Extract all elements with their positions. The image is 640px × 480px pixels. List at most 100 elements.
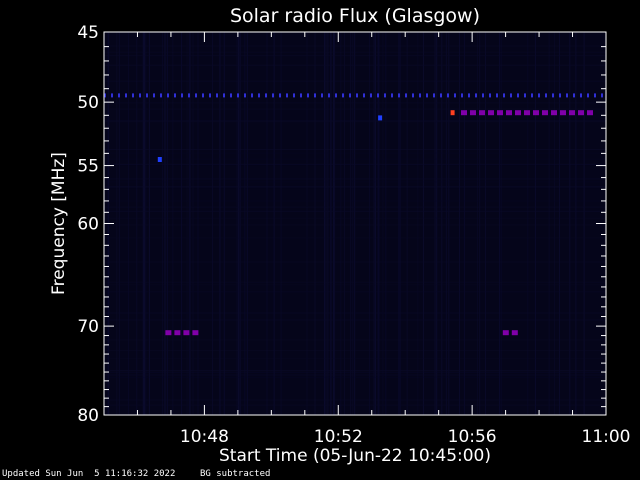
noise-stripe — [378, 32, 380, 415]
band-mark — [244, 93, 246, 98]
noise-stripe — [417, 32, 419, 415]
band-mark — [470, 110, 476, 116]
noise-stripe — [237, 32, 239, 415]
band-mark — [272, 93, 274, 98]
noise-stripe — [197, 32, 199, 415]
noise-stripe — [188, 32, 190, 415]
noise-stripe — [104, 158, 606, 160]
y-tick-label: 50 — [77, 93, 99, 113]
noise-stripe — [104, 370, 606, 371]
band-mark — [454, 93, 456, 98]
noise-stripe — [104, 80, 606, 82]
band-mark — [146, 93, 148, 98]
band-mark — [251, 93, 253, 98]
x-axis-label: Start Time (05-Jun-22 10:45:00) — [219, 446, 491, 466]
band-mark — [398, 93, 400, 98]
noise-stripe — [583, 32, 585, 415]
noise-stripe — [548, 32, 550, 415]
band-mark — [181, 93, 183, 98]
noise-stripe — [104, 350, 606, 351]
footer-updated: Updated Sun Jun 5 11:16:32 2022 — [2, 469, 176, 479]
noise-stripe — [192, 32, 194, 415]
noise-stripe — [104, 237, 606, 239]
noise-stripe — [326, 32, 328, 415]
band-mark — [545, 93, 547, 98]
band-mark — [482, 93, 484, 98]
spot-mark — [157, 157, 162, 162]
y-tick-label: 60 — [77, 215, 99, 235]
band-mark — [265, 93, 267, 98]
noise-stripe — [186, 32, 188, 415]
noise-stripe — [324, 32, 326, 415]
noise-stripe — [575, 32, 577, 415]
band-mark — [552, 93, 554, 98]
band-mark — [349, 93, 351, 98]
band-mark — [237, 93, 239, 98]
noise-stripe — [104, 312, 606, 314]
band-mark — [578, 110, 584, 116]
noise-stripe — [314, 32, 316, 415]
noise-stripe — [116, 32, 118, 415]
band-mark — [125, 93, 127, 98]
band-mark — [587, 110, 593, 116]
noise-stripe — [104, 376, 606, 378]
band-mark — [342, 93, 344, 98]
band-mark — [461, 93, 463, 98]
band-mark — [321, 93, 323, 98]
noise-stripe — [441, 32, 443, 415]
noise-stripe — [569, 32, 571, 415]
noise-stripe — [448, 32, 450, 415]
noise-stripe — [189, 32, 191, 415]
noise-stripe — [422, 32, 424, 415]
band-mark — [524, 93, 526, 98]
noise-stripe — [353, 32, 355, 415]
band-mark — [188, 93, 190, 98]
spot-mark — [450, 110, 455, 116]
band-mark — [314, 93, 316, 98]
noise-stripe — [104, 371, 606, 373]
noise-stripe — [553, 32, 555, 415]
noise-stripe — [246, 32, 248, 415]
band-mark — [370, 93, 372, 98]
noise-stripe — [104, 120, 606, 122]
x-tick-label: 10:56 — [448, 427, 497, 447]
band-mark — [202, 93, 204, 98]
band-mark — [461, 110, 467, 116]
noise-stripe — [104, 51, 606, 53]
band-mark — [230, 93, 232, 98]
noise-stripe — [104, 217, 606, 219]
noise-stripe — [148, 32, 150, 415]
noise-stripe — [324, 32, 326, 415]
noise-stripe — [104, 64, 606, 66]
tick-layer: 10:48 10:52 10:56 11:00 45 50 55 60 70 80 — [77, 23, 630, 447]
noise-stripe — [527, 32, 529, 415]
noise-stripe — [104, 181, 606, 183]
band-mark — [300, 93, 302, 98]
noise-stripe — [166, 32, 168, 415]
noise-stripe — [223, 32, 225, 415]
band-mark — [384, 93, 386, 98]
band-mark — [560, 110, 566, 116]
band-mark — [183, 330, 190, 336]
x-tick-label: 11:00 — [582, 427, 631, 447]
noise-stripe — [144, 32, 145, 415]
y-tick-label: 80 — [77, 406, 99, 426]
noise-stripe — [583, 32, 585, 415]
band-mark — [216, 93, 218, 98]
band-mark — [111, 93, 113, 98]
noise-stripe — [104, 55, 606, 57]
noise-stripe — [375, 32, 376, 415]
noise-stripe — [104, 261, 606, 263]
band-mark — [118, 93, 120, 98]
x-tick-label: 10:52 — [314, 427, 363, 447]
noise-stripe — [142, 32, 144, 415]
band-mark — [502, 330, 509, 336]
noise-stripe — [104, 200, 606, 202]
noise-stripe — [385, 32, 387, 415]
noise-stripe — [334, 32, 336, 415]
noise-stripe — [104, 65, 606, 66]
band-mark — [356, 93, 358, 98]
y-tick-label: 45 — [77, 23, 99, 43]
x-tick-label: 10:48 — [180, 427, 229, 447]
